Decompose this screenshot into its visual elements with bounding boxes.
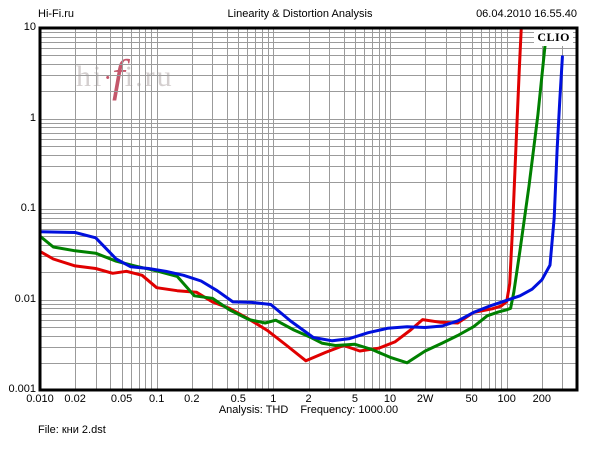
chart-title: Linearity & Distortion Analysis <box>227 8 373 20</box>
x-tick-label: 0.5 <box>230 393 246 405</box>
clio-badge: CLIO <box>534 30 573 46</box>
timestamp: 06.04.2010 16.55.40 <box>476 8 577 20</box>
x-tick-label: 0.2 <box>184 393 200 405</box>
x-tick-label: 1 <box>270 393 277 405</box>
x-tick-label: 100 <box>497 393 516 405</box>
x-tick-label: 2 <box>305 393 312 405</box>
x-tick-label: 0.05 <box>110 393 133 405</box>
y-tick-label: 0.1 <box>20 202 36 214</box>
watermark-dot: · <box>103 63 115 92</box>
x-tick-label: 2W <box>416 393 434 405</box>
y-tick-label: 1 <box>29 111 36 124</box>
watermark-suffix: i.ru <box>124 60 174 93</box>
x-tick-label: 50 <box>465 393 478 405</box>
y-tick-label: 10 <box>23 21 36 33</box>
curve-red <box>40 28 523 363</box>
analysis-status: Analysis: THD Frequency: 1000.00 <box>40 404 577 416</box>
frequency-label: Frequency: 1000.00 <box>300 404 399 416</box>
x-tick-label: 5 <box>351 393 358 405</box>
x-tick-label: 0.1 <box>149 393 165 405</box>
file-label: File: кни 2.dst <box>38 424 106 436</box>
curve-blue <box>40 55 564 343</box>
y-tick-label: 0.001 <box>8 383 36 395</box>
x-tick-label: 0.02 <box>64 393 86 405</box>
x-tick-label: 10 <box>383 393 397 405</box>
y-tick-label: 0.01 <box>14 292 36 305</box>
analysis-label: Analysis: THD <box>218 404 289 416</box>
x-tick-label: 0.010 <box>26 393 54 405</box>
plot-frame <box>38 26 579 392</box>
x-tick-label: 200 <box>532 393 552 405</box>
site-label: Hi-Fi.ru <box>38 8 75 20</box>
watermark-prefix: hi <box>76 60 104 93</box>
